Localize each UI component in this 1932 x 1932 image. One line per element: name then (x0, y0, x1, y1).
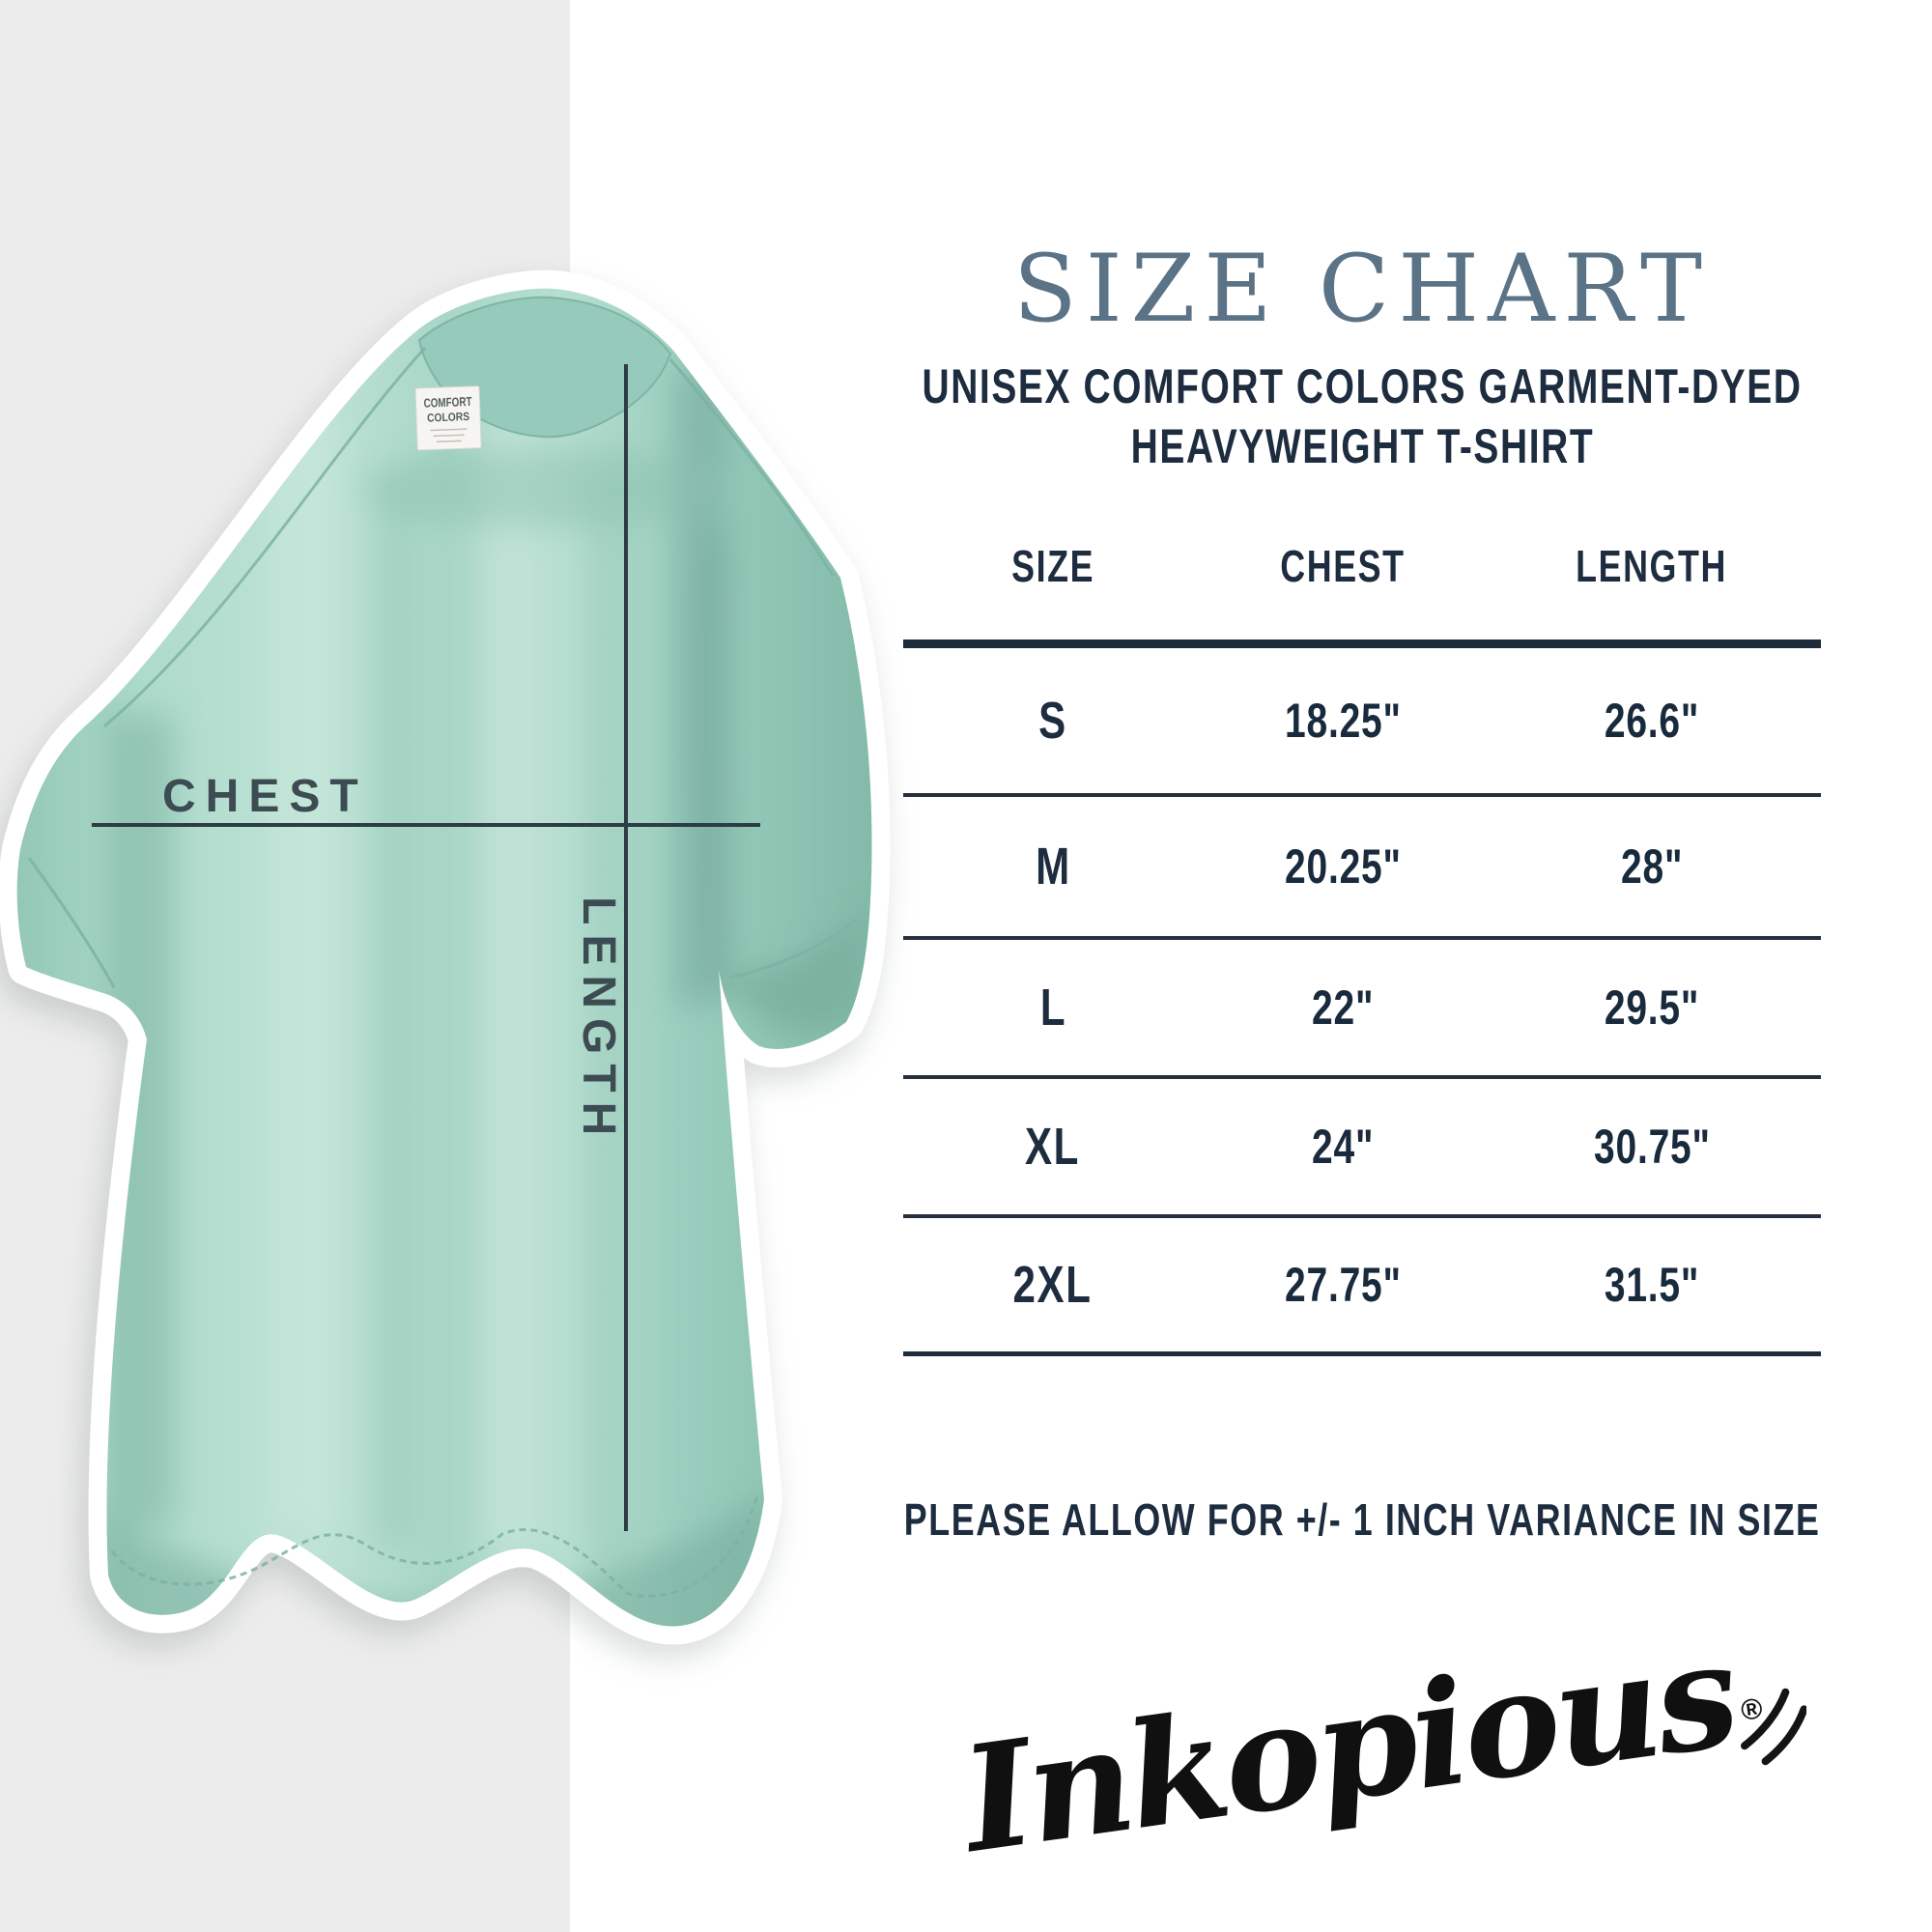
subtitle-line-1: UNISEX COMFORT COLORS GARMENT-DYED (898, 357, 1826, 415)
cell-length-2xl: 31.5" (1483, 1257, 1821, 1313)
shirt-graphic: COMFORT COLORS (17, 289, 872, 1671)
page-title: SIZE CHART (898, 230, 1826, 348)
brand-logo-text: Inkopious (952, 1608, 1745, 1886)
column-header-length-text: LENGTH (1576, 541, 1728, 591)
cell-length-2xl-text: 31.5" (1604, 1258, 1700, 1312)
cell-chest-s-text: 18.25" (1284, 694, 1402, 748)
cell-size-xl: XL (903, 1117, 1203, 1177)
cell-chest-l-text: 22" (1311, 980, 1375, 1035)
column-header-size: SIZE (903, 540, 1203, 592)
cell-length-xl: 30.75" (1483, 1119, 1821, 1175)
table-header-rule (903, 639, 1821, 648)
cell-size-m-text: M (1035, 838, 1071, 895)
table-row-rule-4 (903, 1214, 1821, 1218)
cell-chest-l: 22" (1203, 980, 1483, 1036)
table-row-rule-3 (903, 1075, 1821, 1079)
brand-logo-lockup: Inkopious ® (952, 1608, 1771, 1886)
cell-size-m: M (903, 837, 1203, 896)
cell-chest-xl-text: 24" (1311, 1120, 1375, 1174)
care-tag-paper (414, 385, 482, 451)
cell-size-s-text: S (1038, 692, 1067, 750)
column-header-chest-text: CHEST (1280, 541, 1406, 591)
fabric-shading (87, 367, 869, 1627)
cell-length-l-text: 29.5" (1604, 980, 1700, 1035)
length-measure-label: LENGTH (573, 896, 624, 1146)
table-bottom-rule (903, 1351, 1821, 1356)
cell-length-xl-text: 30.75" (1593, 1120, 1711, 1174)
subtitle-line-2-text: HEAVYWEIGHT T-SHIRT (1130, 419, 1594, 473)
care-tag: COMFORT COLORS (414, 385, 482, 451)
table-row-xl: XL 24" 30.75" (903, 1079, 1821, 1214)
column-header-length: LENGTH (1483, 540, 1821, 592)
cell-length-m-text: 28" (1620, 839, 1684, 894)
subtitle-line-1-text: UNISEX COMFORT COLORS GARMENT-DYED (922, 359, 1803, 413)
column-header-size-text: SIZE (1011, 541, 1094, 591)
size-table-header: SIZE CHEST LENGTH (903, 522, 1821, 611)
cell-chest-m: 20.25" (1203, 838, 1483, 895)
cell-length-s: 26.6" (1483, 693, 1821, 749)
column-header-chest: CHEST (1203, 540, 1483, 592)
care-tag-fineprint-lines (430, 428, 468, 443)
table-row-s: S 18.25" 26.6" (903, 648, 1821, 793)
table-row-m: M 20.25" 28" (903, 797, 1821, 936)
cell-size-2xl-text: 2XL (1013, 1256, 1093, 1314)
cell-chest-s: 18.25" (1203, 693, 1483, 749)
chest-measure-label: CHEST (162, 771, 368, 822)
size-variance-note: PLEASE ALLOW FOR +/- 1 INCH VARIANCE IN … (898, 1486, 1826, 1553)
cell-length-s-text: 26.6" (1604, 694, 1700, 748)
page-title-text: SIZE CHART (1012, 235, 1712, 343)
table-row-l: L 22" 29.5" (903, 940, 1821, 1075)
subtitle-line-2: HEAVYWEIGHT T-SHIRT (898, 417, 1826, 475)
brand-logo: Inkopious ® (898, 1608, 1826, 1885)
table-row-rule-1 (903, 793, 1821, 797)
care-tag-brand-line1: COMFORT (423, 394, 472, 411)
cell-size-s: S (903, 691, 1203, 751)
cell-chest-xl: 24" (1203, 1119, 1483, 1175)
table-row-rule-2 (903, 936, 1821, 940)
cell-chest-m-text: 20.25" (1284, 839, 1402, 894)
cell-size-l-text: L (1039, 979, 1066, 1037)
cell-size-l: L (903, 978, 1203, 1037)
cell-chest-2xl: 27.75" (1203, 1257, 1483, 1313)
chest-measure-line (92, 823, 760, 827)
cell-chest-2xl-text: 27.75" (1284, 1258, 1402, 1312)
size-variance-note-text: PLEASE ALLOW FOR +/- 1 INCH VARIANCE IN … (903, 1494, 1821, 1545)
cell-length-l: 29.5" (1483, 980, 1821, 1036)
length-measure-line (624, 364, 628, 1531)
cell-size-xl-text: XL (1025, 1118, 1081, 1176)
seam-lines (27, 346, 857, 1598)
table-row-2xl: 2XL 27.75" 31.5" (903, 1218, 1821, 1351)
logo-flourish-icon (1741, 1688, 1806, 1766)
cell-length-m: 28" (1483, 838, 1821, 895)
care-tag-brand-line2: COLORS (427, 410, 469, 425)
cell-size-2xl: 2XL (903, 1255, 1203, 1315)
